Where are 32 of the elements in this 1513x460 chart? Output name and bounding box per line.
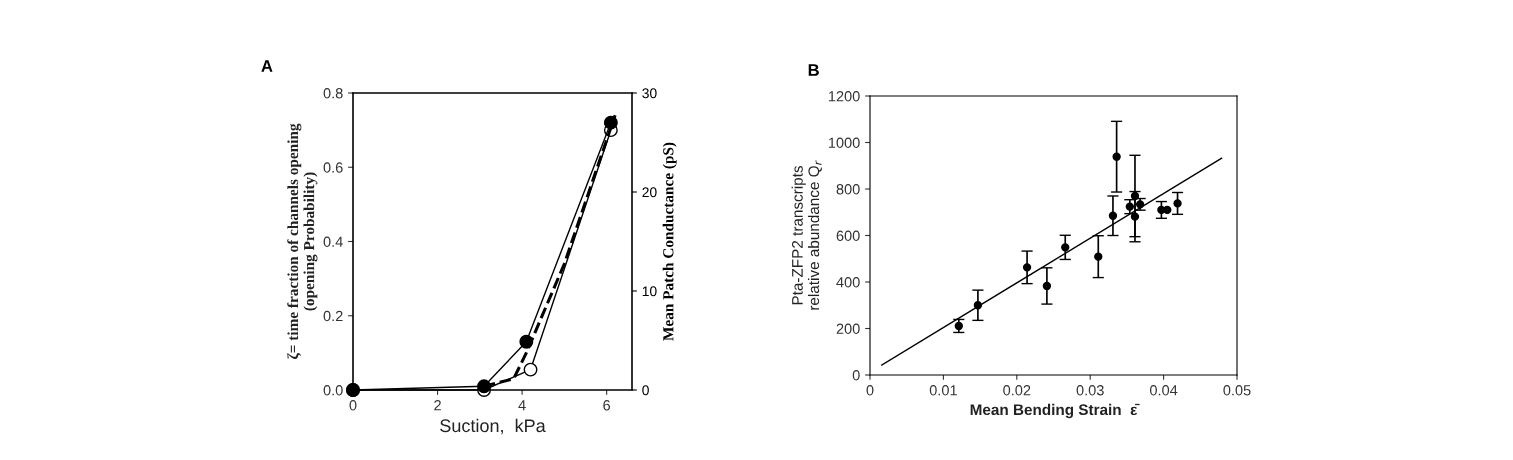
x-tick-label: 0 bbox=[349, 400, 357, 411]
y-tick-label: 200 bbox=[836, 323, 860, 334]
x-tick-label: 0.05 bbox=[1223, 385, 1251, 396]
x-tick-label: 0.01 bbox=[929, 385, 957, 396]
y2-tick-label: 20 bbox=[642, 187, 657, 198]
y-tick-label: 0.4 bbox=[323, 236, 343, 247]
y-axis-title: Pta-ZFP2 transcripts relative abundance Q$_{r}$ bbox=[791, 160, 822, 310]
x-tick-label: 0.04 bbox=[1149, 385, 1178, 396]
y2-tick-label: 30 bbox=[642, 88, 657, 99]
y-tick-label: 0.6 bbox=[323, 162, 343, 173]
x-tick-label: 4 bbox=[518, 400, 526, 411]
chart-title: A bbox=[261, 60, 273, 72]
y2-tick-label: 10 bbox=[642, 286, 657, 297]
y-tick-label: 1000 bbox=[828, 137, 860, 148]
y-axis-title: ζ= time fraction of channels opening (opening Probability) bbox=[287, 123, 318, 359]
y-tick-label: 400 bbox=[836, 277, 860, 288]
y-tick-label: 0.0 bbox=[323, 385, 343, 396]
y2-axis-title: Mean Patch Conductance (pS) bbox=[662, 142, 677, 341]
y-tick-label: 800 bbox=[836, 184, 860, 195]
x-tick-label: 0 bbox=[866, 385, 874, 396]
x-axis-title: Suction, kPa bbox=[440, 418, 546, 435]
x-tick-label: 0.03 bbox=[1076, 385, 1104, 396]
x-axis-title: Mean Bending Strain ε̄ bbox=[970, 403, 1140, 419]
chart-title: B bbox=[808, 64, 819, 76]
y-tick-label: 1200 bbox=[828, 91, 860, 102]
y-tick-label: 600 bbox=[836, 230, 860, 241]
x-tick-label: 0.02 bbox=[1003, 385, 1031, 396]
y-tick-label: 0 bbox=[852, 370, 860, 381]
y-tick-label: 0.8 bbox=[323, 88, 343, 99]
x-tick-label: 2 bbox=[434, 400, 441, 411]
x-tick-label: 6 bbox=[603, 400, 611, 411]
y-tick-label: 0.2 bbox=[323, 310, 343, 322]
